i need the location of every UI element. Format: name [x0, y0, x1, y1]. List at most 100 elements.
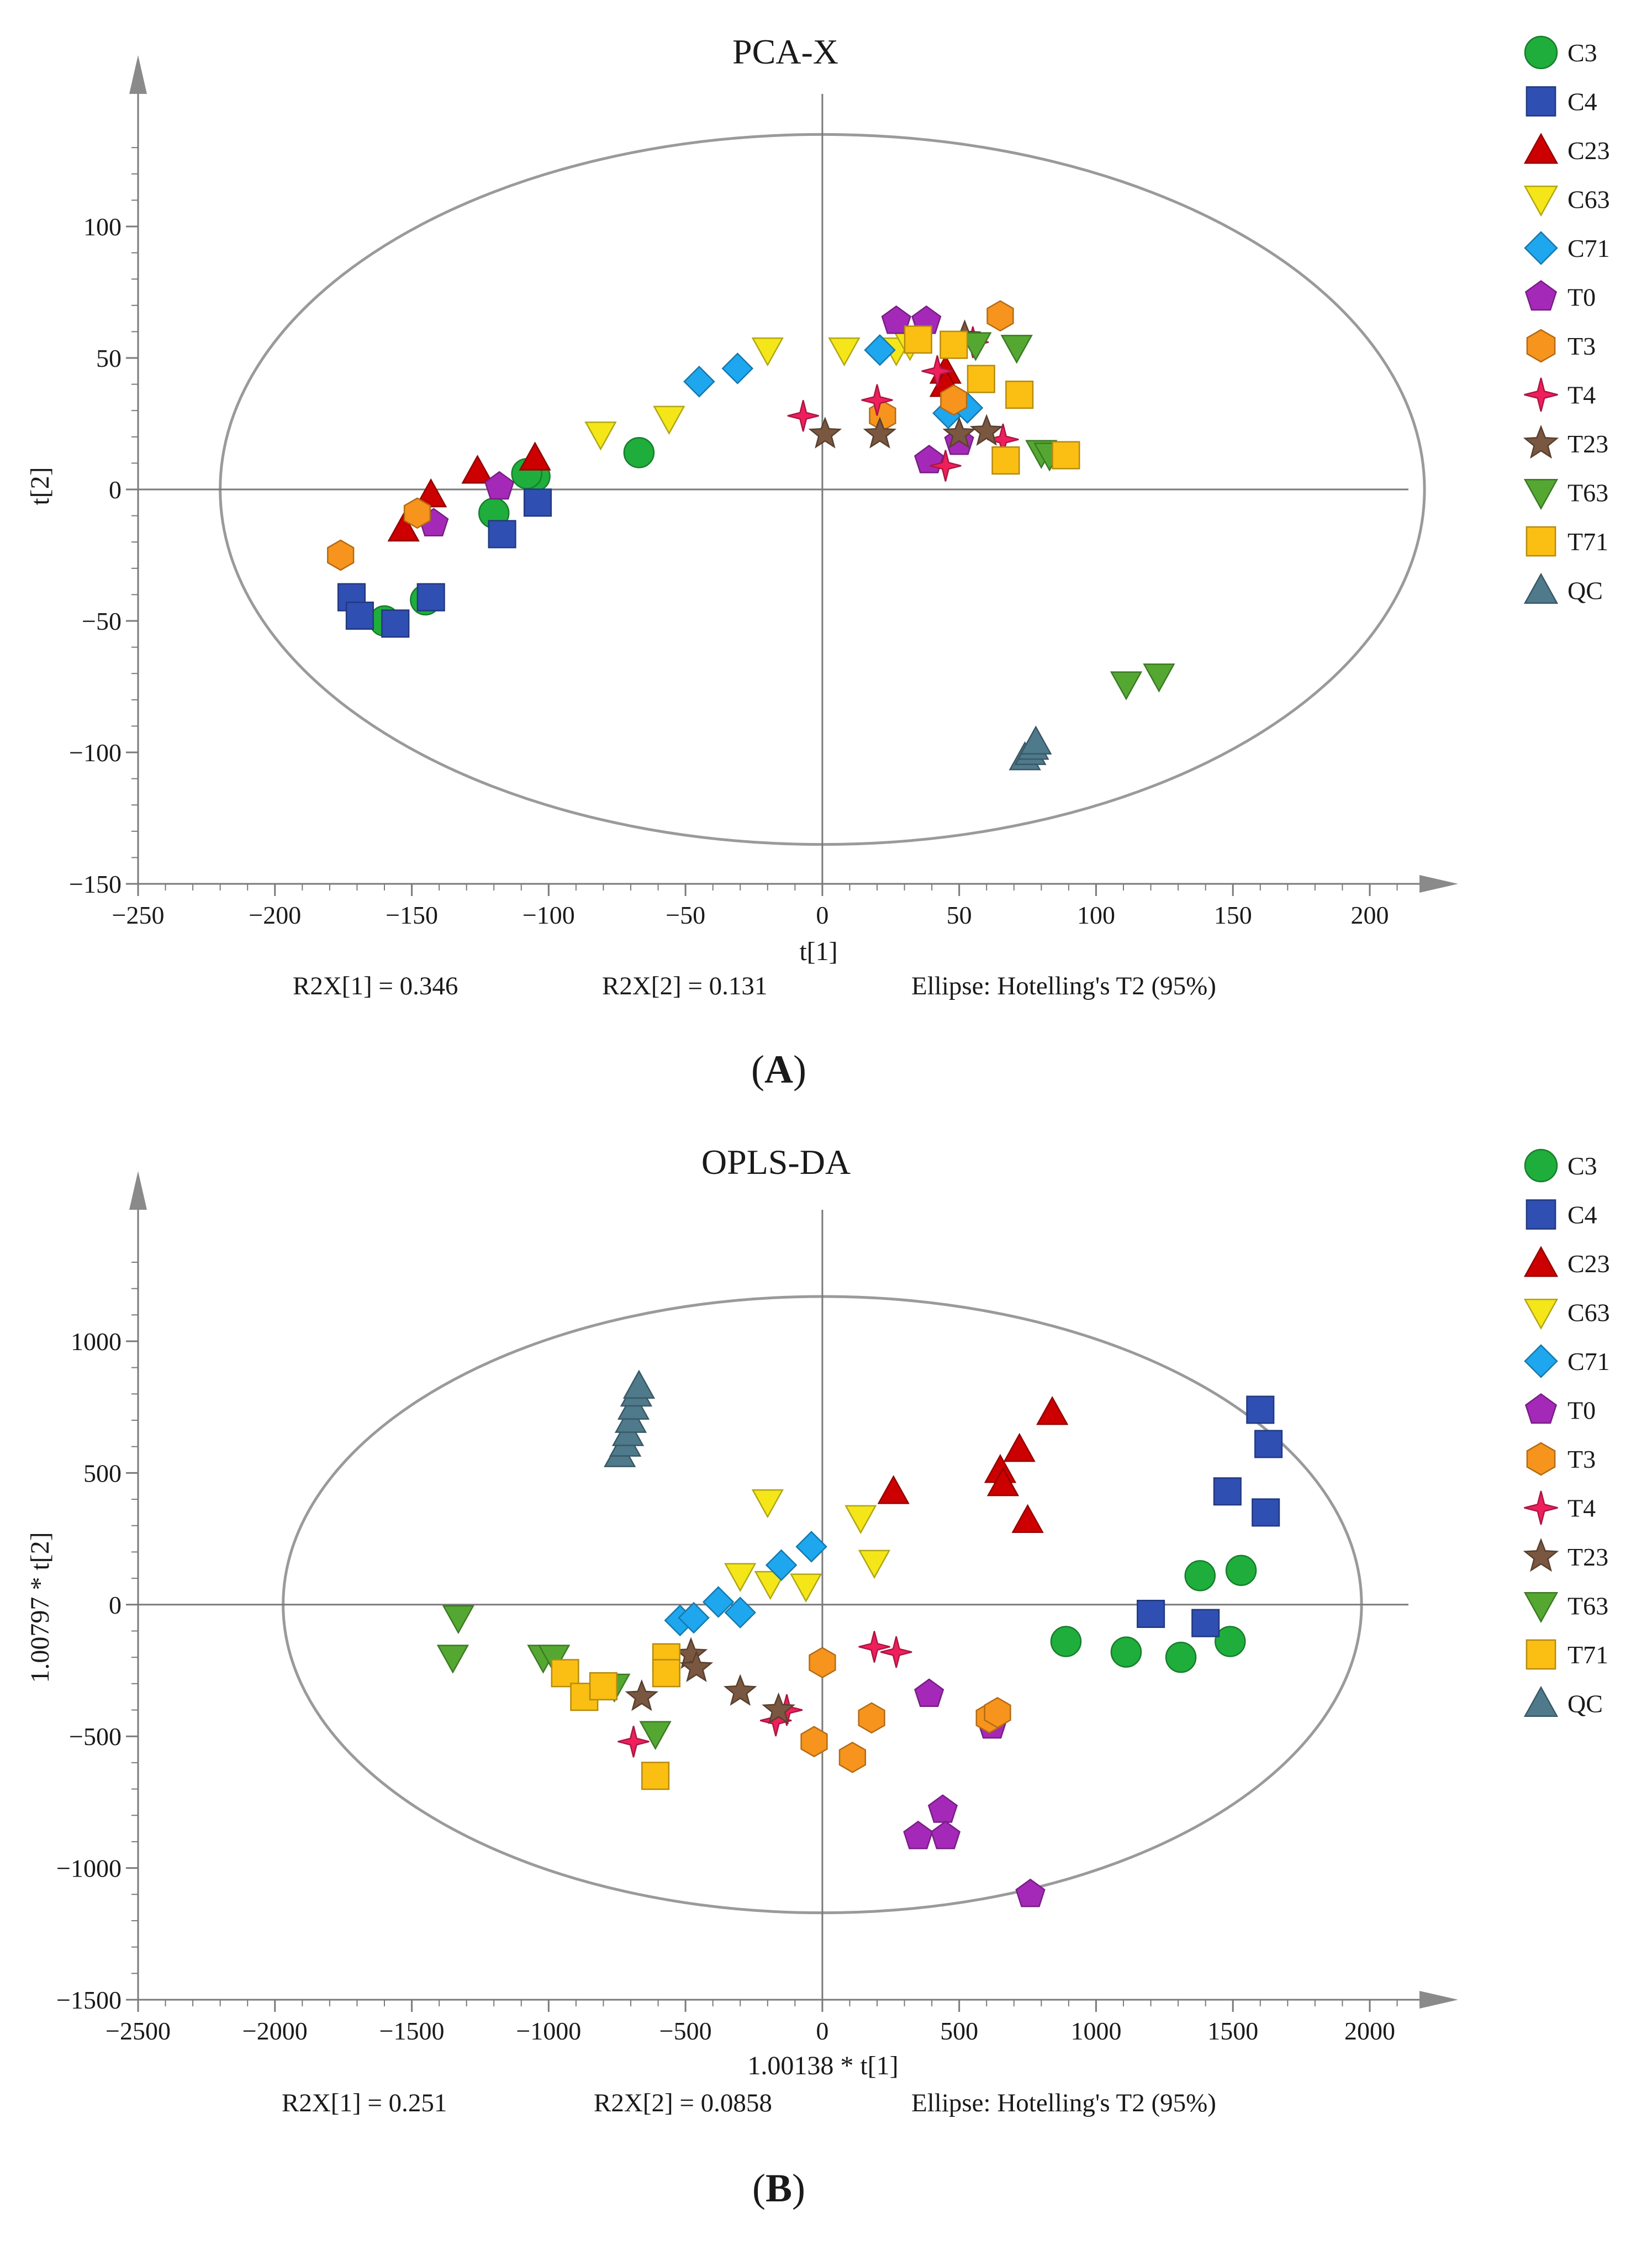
- opls-point-c63: [751, 1489, 784, 1519]
- opls-series-c23: [877, 1396, 1069, 1533]
- opls-point-t71: [652, 1659, 680, 1688]
- opls-legend-label-qc: QC: [1567, 1690, 1603, 1718]
- opls-legend-label-t71: T71: [1567, 1641, 1608, 1669]
- pca-y-tick-label: 0: [109, 476, 122, 504]
- pca-point-c63: [751, 337, 784, 367]
- pca-y-axis-title: t[2]: [25, 467, 55, 505]
- pca-point-c63: [653, 405, 685, 435]
- pca-legend-label-c71: C71: [1567, 234, 1610, 262]
- opls-y-tick-label: −500: [69, 1722, 122, 1751]
- pca-legend-marker-c71: [1524, 231, 1558, 265]
- opls-point-c4: [1246, 1395, 1275, 1424]
- opls-legend-marker-c71: [1524, 1344, 1558, 1378]
- pca-legend-label-c23: C23: [1567, 136, 1610, 165]
- opls-series-t0: [903, 1678, 1046, 1907]
- opls-point-c71: [724, 1596, 756, 1629]
- opls-point-t23: [762, 1692, 795, 1725]
- pca-series-c71: [683, 334, 984, 429]
- pca-point-t71: [1052, 441, 1080, 470]
- opls-x-tick-label: 500: [940, 2017, 978, 2045]
- pca-point-c23: [387, 512, 420, 542]
- pca-x-tick-label: 150: [1214, 901, 1252, 929]
- pca-point-c23: [415, 478, 447, 508]
- opls-legend-marker-t23: [1523, 1538, 1559, 1572]
- pca-point-c3: [623, 437, 655, 468]
- pca-point-c4: [523, 488, 552, 517]
- opls-point-t0: [903, 1820, 933, 1849]
- opls-legend-marker-c3: [1524, 1148, 1558, 1183]
- pca-point-t4: [861, 384, 893, 416]
- pca-legend: C3 C4 C23 C63 C71 T0 T3 T4 T23 T63 T71 QC: [1523, 35, 1610, 605]
- opls-x-tick-label: −2500: [105, 2017, 171, 2045]
- opls-point-c4: [1252, 1498, 1280, 1527]
- opls-legend-label-t23: T23: [1567, 1543, 1608, 1571]
- opls-x-axis-title: 1.00138 * t[1]: [747, 2051, 898, 2080]
- opls-legend-marker-c63: [1523, 1299, 1559, 1330]
- pca-legend-marker-c3: [1524, 35, 1558, 70]
- opls-point-c4: [1137, 1599, 1165, 1629]
- opls-point-t63: [442, 1605, 474, 1635]
- opls-point-c63: [858, 1550, 891, 1579]
- opls-x-axis-arrow-icon: [1419, 1991, 1458, 2009]
- pca-point-c4: [345, 601, 374, 630]
- pca-point-t0: [881, 305, 911, 334]
- opls-point-c63: [845, 1505, 877, 1535]
- opls-point-t0: [930, 1820, 961, 1849]
- opls-point-c23: [877, 1475, 910, 1504]
- pca-legend-label-qc: QC: [1567, 577, 1603, 605]
- pca-point-t71: [967, 365, 995, 393]
- opls-chart-title: OPLS-DA: [701, 1142, 851, 1182]
- opls-footer-r2x2: R2X[2] = 0.0858: [594, 2089, 772, 2117]
- pca-footer-ellipse-note: Ellipse: Hotelling's T2 (95%): [911, 972, 1216, 1000]
- pca-point-c4: [416, 583, 445, 612]
- opls-point-c63: [790, 1573, 822, 1603]
- opls-series-qc: [604, 1369, 656, 1467]
- pca-point-t3: [327, 539, 355, 571]
- pca-point-t23: [863, 417, 897, 449]
- pca-y-tick-label: 100: [83, 213, 122, 241]
- opls-point-qc: [622, 1369, 656, 1399]
- opls-point-t4: [880, 1636, 912, 1668]
- pca-point-t63: [1000, 335, 1033, 364]
- opls-footer-ellipse-note: Ellipse: Hotelling's T2 (95%): [911, 2089, 1216, 2117]
- pca-x-panel: PCA-X −250 −200 −150 −100 −50 0 50 100 150 200 −150…: [25, 32, 1610, 1092]
- opls-point-c4: [1254, 1430, 1283, 1458]
- pca-legend-marker-c23: [1523, 133, 1559, 164]
- pca-point-t3: [940, 384, 968, 416]
- pca-point-t71: [991, 446, 1020, 475]
- pca-x-axis-title: t[1]: [799, 937, 837, 966]
- opls-point-c4: [1213, 1477, 1242, 1506]
- opls-y-tick-label: 500: [83, 1459, 122, 1487]
- pca-point-c4: [488, 520, 516, 549]
- pca-point-t3: [986, 300, 1014, 332]
- opls-point-t0: [927, 1794, 958, 1823]
- pca-legend-label-t71: T71: [1567, 528, 1608, 556]
- opls-da-panel: OPLS-DA −2500 −2000 −1500 −1000 −500 0 500 1000 1…: [25, 1142, 1610, 2210]
- pca-point-c71: [683, 366, 715, 398]
- opls-legend-label-t4: T4: [1567, 1494, 1596, 1522]
- pca-legend-label-c63: C63: [1567, 186, 1610, 214]
- opls-point-c3: [1184, 1560, 1216, 1591]
- opls-series-t71: [551, 1643, 680, 1790]
- pca-point-t4: [787, 400, 819, 432]
- opls-point-t3: [800, 1726, 828, 1758]
- opls-y-tick-label: −1500: [56, 1986, 122, 2014]
- pca-legend-marker-t23: [1523, 425, 1559, 459]
- pca-legend-label-c3: C3: [1567, 39, 1597, 67]
- pca-x-tick-label: 50: [947, 901, 972, 929]
- pca-legend-label-t23: T23: [1567, 430, 1608, 458]
- opls-legend-marker-c23: [1523, 1246, 1559, 1277]
- opls-legend-marker-t4: [1524, 1490, 1558, 1525]
- opls-series-c71: [664, 1531, 827, 1637]
- opls-point-c4: [1191, 1609, 1220, 1637]
- opls-legend-label-c4: C4: [1567, 1201, 1597, 1229]
- opls-footer-r2x1: R2X[1] = 0.251: [282, 2089, 447, 2117]
- opls-panel-label: (B): [752, 2166, 805, 2210]
- opls-point-c23: [1003, 1432, 1036, 1462]
- opls-point-t0: [914, 1678, 944, 1708]
- pca-legend-marker-c63: [1523, 186, 1559, 217]
- opls-x-tick-label: 0: [816, 2017, 828, 2045]
- pca-footer-r2x2: R2X[2] = 0.131: [602, 972, 767, 1000]
- pca-point-c23: [461, 455, 494, 484]
- pca-legend-marker-t0: [1524, 280, 1558, 311]
